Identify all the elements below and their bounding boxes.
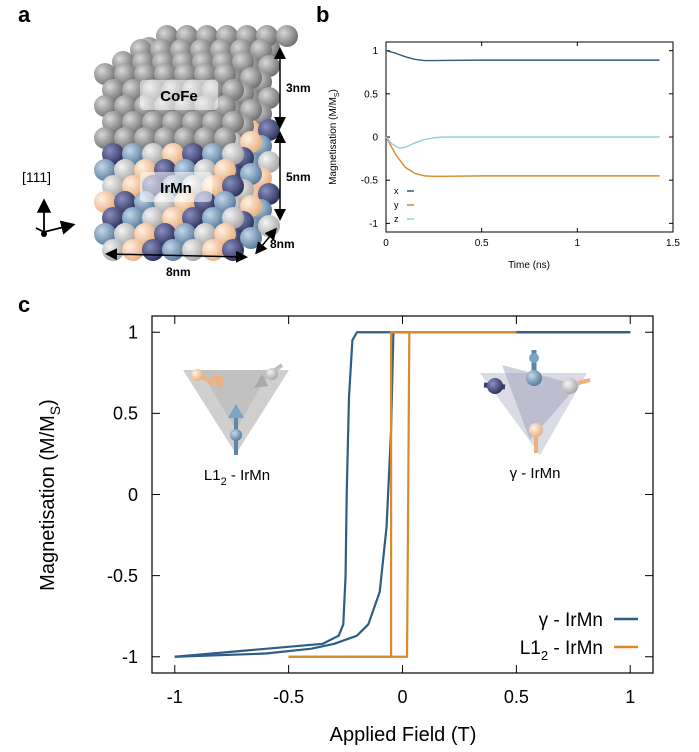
- legend-label: z: [394, 214, 399, 224]
- dim-arrow-width: [105, 248, 248, 263]
- plot-c-xlabel: Applied Field (T): [330, 724, 477, 746]
- y-tick-label: 0: [372, 133, 378, 144]
- series-line: [385, 136, 660, 177]
- series-line: [288, 331, 517, 658]
- x-tick-label: 0.5: [504, 687, 529, 707]
- x-tick-label: 1: [575, 238, 581, 249]
- irmn-label-box: [140, 172, 212, 202]
- x-tick-label: -1: [167, 687, 183, 707]
- cofe-label: CoFe: [160, 88, 198, 105]
- x-tick-label: 0: [397, 687, 407, 707]
- plot-c-ticks: -1 -0.5 0 0.5 1 1 0.5 0 -0.5 -1: [107, 316, 653, 707]
- inset-right-label: γ - IrMn: [510, 465, 561, 482]
- panel-letter-c: c: [18, 292, 31, 317]
- l12-irmn-inset-icon: [183, 363, 289, 455]
- dim-top-label: 3nm: [286, 81, 311, 95]
- chart-time-evolution: 0 0.5 1 1.5 1 0.5 0 -0.5 -1 xyz Time (ns) Magnet…: [328, 41, 680, 271]
- cofe-label-box: [140, 80, 218, 110]
- x-tick-label: -0.5: [273, 687, 304, 707]
- dim-width-label: 8nm: [166, 265, 191, 279]
- y-tick-label: 0.5: [364, 89, 378, 100]
- cofe-atom: [276, 25, 298, 47]
- series-line-return: [288, 331, 517, 658]
- series-line-return: [174, 331, 631, 658]
- panel-letter-b: b: [316, 2, 330, 27]
- plot-c-ylabel: Magnetisation (M/MS): [37, 399, 63, 591]
- irmn-label: IrMn: [160, 180, 192, 197]
- bilayer-schematic: CoFe IrMn 3nm 5nm 8nm 8nm [111]: [22, 25, 311, 279]
- gamma-irmn-inset-icon: [480, 350, 591, 455]
- y-tick-label: -1: [369, 219, 378, 230]
- plot-c-series: [174, 331, 631, 658]
- x-tick-label: 1: [625, 687, 635, 707]
- dim-bottom-label: 5nm: [286, 170, 311, 184]
- direction-label: [111]: [22, 169, 51, 185]
- panel-letter-a: a: [18, 2, 31, 27]
- dim-arrow-depth: [255, 227, 277, 255]
- dim-depth-label: 8nm: [270, 237, 295, 251]
- y-tick-label: 0: [128, 485, 138, 505]
- y-tick-label: -0.5: [361, 176, 379, 187]
- axes-triad-icon: [35, 198, 76, 237]
- plot-b-series: [385, 49, 660, 177]
- plot-c-insets: L12 - IrMn γ - IrMn: [183, 350, 591, 488]
- plot-b-legend: xyz: [394, 186, 414, 224]
- plot-b-ylabel: Magnetisation (M/MS): [328, 89, 341, 185]
- legend-label: L12 - IrMn: [520, 638, 603, 663]
- legend-label: x: [394, 186, 399, 196]
- y-tick-label: -1: [122, 647, 138, 667]
- x-tick-label: 0: [383, 238, 389, 249]
- legend-label: y: [394, 200, 399, 210]
- y-tick-label: 0.5: [113, 404, 138, 424]
- series-line: [385, 49, 660, 62]
- x-tick-label: 1.5: [666, 238, 680, 249]
- inset-left-label: L12 - IrMn: [204, 467, 270, 488]
- legend-label: γ - IrMn: [539, 610, 603, 631]
- y-tick-label: 1: [128, 323, 138, 343]
- plot-c-legend: γ - IrMn L12 - IrMn: [520, 610, 638, 663]
- y-tick-label: -0.5: [107, 566, 138, 586]
- y-tick-label: 1: [372, 46, 378, 57]
- plot-b-xlabel: Time (ns): [508, 260, 550, 271]
- x-tick-label: 0.5: [475, 238, 489, 249]
- series-line: [385, 136, 660, 149]
